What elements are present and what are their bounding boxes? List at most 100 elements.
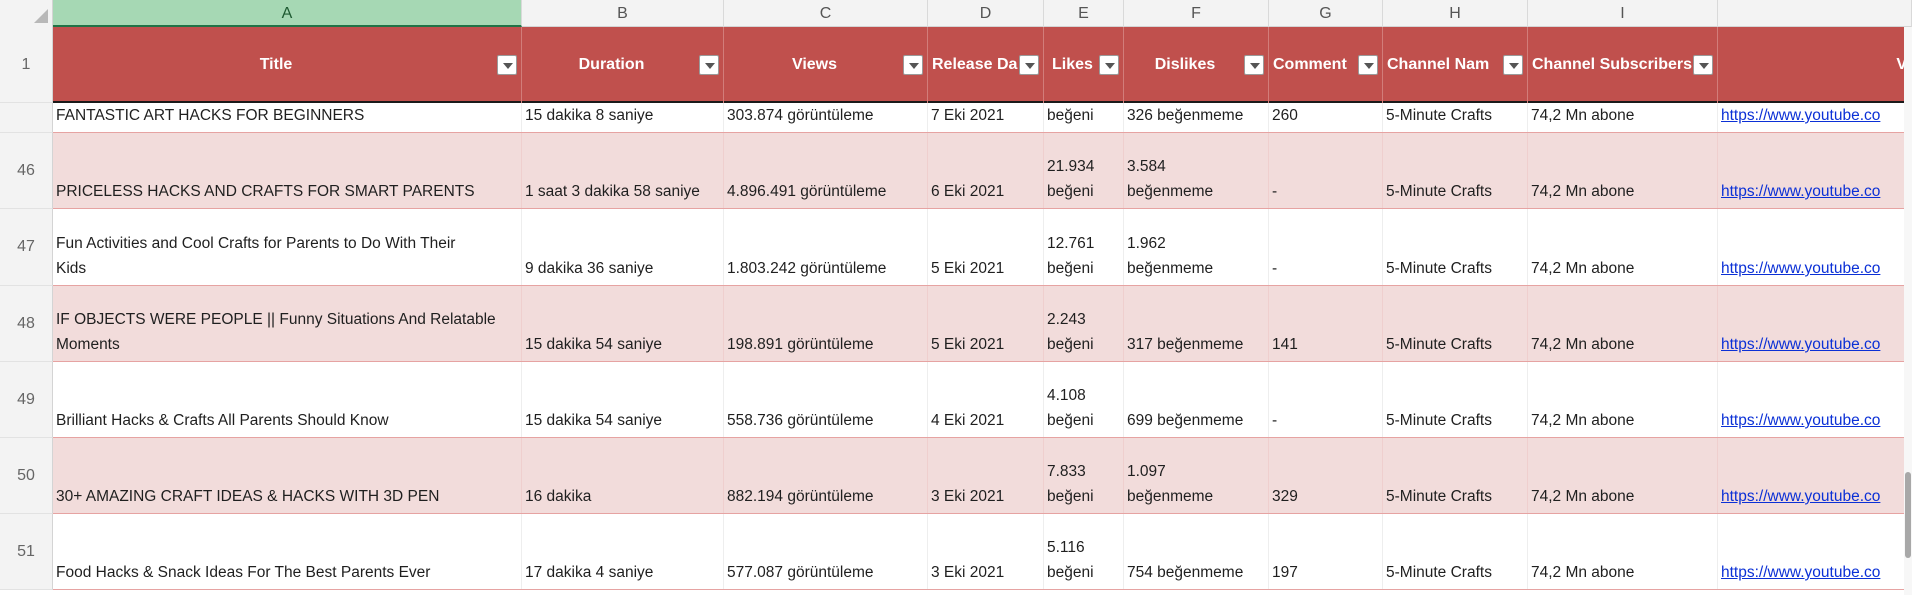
cell-dislikes[interactable]: 326 beğenmeme <box>1124 103 1269 132</box>
header-cell-likes[interactable]: Likes <box>1044 27 1124 103</box>
filter-dropdown-icon[interactable] <box>1019 55 1039 75</box>
column-letter-d[interactable]: D <box>928 0 1044 27</box>
column-letter-e[interactable]: E <box>1044 0 1124 27</box>
cell-dislikes[interactable]: 1.097 beğenmeme <box>1124 438 1269 513</box>
row-number[interactable]: 47 <box>0 209 53 286</box>
cell-release-date[interactable]: 3 Eki 2021 <box>928 438 1044 513</box>
cell-channel-subscribers[interactable]: 74,2 Mn abone <box>1528 103 1718 132</box>
column-letter-g[interactable]: G <box>1269 0 1383 27</box>
filter-dropdown-icon[interactable] <box>1358 55 1378 75</box>
filter-dropdown-icon[interactable] <box>1503 55 1523 75</box>
cell-channel-name[interactable]: 5-Minute Crafts <box>1383 133 1528 208</box>
cell-likes[interactable]: beğeni <box>1044 103 1124 132</box>
cell-channel-subscribers[interactable]: 74,2 Mn abone <box>1528 514 1718 589</box>
cell-release-date[interactable]: 7 Eki 2021 <box>928 103 1044 132</box>
video-link[interactable]: https://www.youtube.co <box>1721 488 1881 505</box>
cell-channel-subscribers[interactable]: 74,2 Mn abone <box>1528 438 1718 513</box>
cell-likes[interactable]: 12.761 beğeni <box>1044 209 1124 285</box>
video-link[interactable]: https://www.youtube.co <box>1721 336 1881 353</box>
row-number[interactable]: 51 <box>0 514 53 590</box>
cell-dislikes[interactable]: 3.584 beğenmeme <box>1124 133 1269 208</box>
video-link[interactable]: https://www.youtube.co <box>1721 564 1881 581</box>
cell-dislikes[interactable]: 754 beğenmeme <box>1124 514 1269 589</box>
header-cell-comments[interactable]: Comment <box>1269 27 1383 103</box>
cell-duration[interactable]: 16 dakika <box>522 438 724 513</box>
cell-views[interactable]: 577.087 görüntüleme <box>724 514 928 589</box>
cell-channel-subscribers[interactable]: 74,2 Mn abone <box>1528 133 1718 208</box>
cell-release-date[interactable]: 3 Eki 2021 <box>928 514 1044 589</box>
cell-views[interactable]: 1.803.242 görüntüleme <box>724 209 928 285</box>
cell-channel-subscribers[interactable]: 74,2 Mn abone <box>1528 209 1718 285</box>
cell-views[interactable]: 198.891 görüntüleme <box>724 286 928 361</box>
header-cell-duration[interactable]: Duration <box>522 27 724 103</box>
cell-channel-name[interactable]: 5-Minute Crafts <box>1383 209 1528 285</box>
cell-dislikes[interactable]: 1.962 beğenmeme <box>1124 209 1269 285</box>
cell-title[interactable]: IF OBJECTS WERE PEOPLE || Funny Situatio… <box>53 286 522 361</box>
cell-channel-subscribers[interactable]: 74,2 Mn abone <box>1528 286 1718 361</box>
header-cell-title[interactable]: Title <box>53 27 522 103</box>
cell-views[interactable]: 882.194 görüntüleme <box>724 438 928 513</box>
cell-video-url[interactable]: https://www.youtube.co <box>1718 103 1912 132</box>
cell-comments[interactable]: - <box>1269 362 1383 437</box>
video-link[interactable]: https://www.youtube.co <box>1721 183 1881 200</box>
filter-dropdown-icon[interactable] <box>1099 55 1119 75</box>
cell-title[interactable]: FANTASTIC ART HACKS FOR BEGINNERS <box>53 103 522 132</box>
cell-comments[interactable]: 141 <box>1269 286 1383 361</box>
cell-video-url[interactable]: https://www.youtube.co <box>1718 133 1912 208</box>
column-letter-a[interactable]: A <box>53 0 522 27</box>
cell-likes[interactable]: 7.833 beğeni <box>1044 438 1124 513</box>
cell-comments[interactable]: 260 <box>1269 103 1383 132</box>
cell-comments[interactable]: - <box>1269 133 1383 208</box>
cell-duration[interactable]: 1 saat 3 dakika 58 saniye <box>522 133 724 208</box>
cell-duration[interactable]: 15 dakika 8 saniye <box>522 103 724 132</box>
cell-title[interactable]: Food Hacks & Snack Ideas For The Best Pa… <box>53 514 522 589</box>
header-cell-dislikes[interactable]: Dislikes <box>1124 27 1269 103</box>
cell-title[interactable]: Brilliant Hacks & Crafts All Parents Sho… <box>53 362 522 437</box>
cell-likes[interactable]: 2.243 beğeni <box>1044 286 1124 361</box>
cell-comments[interactable]: 329 <box>1269 438 1383 513</box>
cell-release-date[interactable]: 4 Eki 2021 <box>928 362 1044 437</box>
cell-video-url[interactable]: https://www.youtube.co <box>1718 362 1912 437</box>
cell-likes[interactable]: 21.934 beğeni <box>1044 133 1124 208</box>
column-letter-j[interactable] <box>1718 0 1912 27</box>
cell-duration[interactable]: 15 dakika 54 saniye <box>522 286 724 361</box>
row-number[interactable]: 48 <box>0 286 53 362</box>
header-cell-channel-subscribers[interactable]: Channel Subscribers <box>1528 27 1718 103</box>
video-link[interactable]: https://www.youtube.co <box>1721 412 1881 429</box>
header-cell-video-url[interactable]: V <box>1718 27 1912 103</box>
cell-channel-name[interactable]: 5-Minute Crafts <box>1383 438 1528 513</box>
column-letter-i[interactable]: I <box>1528 0 1718 27</box>
filter-dropdown-icon[interactable] <box>497 55 517 75</box>
cell-dislikes[interactable]: 317 beğenmeme <box>1124 286 1269 361</box>
scrollbar-thumb[interactable] <box>1905 472 1911 558</box>
cell-channel-name[interactable]: 5-Minute Crafts <box>1383 362 1528 437</box>
cell-title[interactable]: Fun Activities and Cool Crafts for Paren… <box>53 209 522 285</box>
select-all-corner[interactable] <box>0 0 53 27</box>
row-number[interactable]: 1 <box>0 27 53 103</box>
cell-comments[interactable]: 197 <box>1269 514 1383 589</box>
row-number[interactable]: 46 <box>0 133 53 209</box>
video-link[interactable]: https://www.youtube.co <box>1721 260 1881 277</box>
cell-video-url[interactable]: https://www.youtube.co <box>1718 438 1912 513</box>
column-letter-b[interactable]: B <box>522 0 724 27</box>
filter-dropdown-icon[interactable] <box>699 55 719 75</box>
cell-channel-name[interactable]: 5-Minute Crafts <box>1383 103 1528 132</box>
cell-views[interactable]: 558.736 görüntüleme <box>724 362 928 437</box>
header-cell-views[interactable]: Views <box>724 27 928 103</box>
filter-dropdown-icon[interactable] <box>903 55 923 75</box>
cell-likes[interactable]: 5.116 beğeni <box>1044 514 1124 589</box>
cell-duration[interactable]: 9 dakika 36 saniye <box>522 209 724 285</box>
cell-title[interactable]: PRICELESS HACKS AND CRAFTS FOR SMART PAR… <box>53 133 522 208</box>
row-number[interactable]: 50 <box>0 438 53 514</box>
header-cell-release-date[interactable]: Release Da <box>928 27 1044 103</box>
cell-release-date[interactable]: 5 Eki 2021 <box>928 286 1044 361</box>
filter-dropdown-icon[interactable] <box>1244 55 1264 75</box>
cell-views[interactable]: 4.896.491 görüntüleme <box>724 133 928 208</box>
header-cell-channel-name[interactable]: Channel Nam <box>1383 27 1528 103</box>
row-number[interactable] <box>0 103 53 133</box>
cell-duration[interactable]: 15 dakika 54 saniye <box>522 362 724 437</box>
cell-dislikes[interactable]: 699 beğenmeme <box>1124 362 1269 437</box>
cell-release-date[interactable]: 5 Eki 2021 <box>928 209 1044 285</box>
cell-channel-subscribers[interactable]: 74,2 Mn abone <box>1528 362 1718 437</box>
cell-video-url[interactable]: https://www.youtube.co <box>1718 514 1912 589</box>
